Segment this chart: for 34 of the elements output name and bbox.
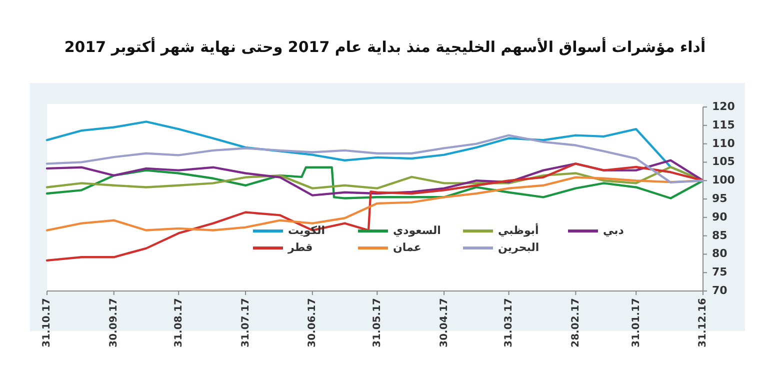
y-tick-label: 95 bbox=[712, 192, 728, 206]
y-tick-label: 110 bbox=[712, 136, 736, 150]
x-tick-label: 28.02.17 bbox=[570, 298, 582, 348]
legend-label: السعودي bbox=[393, 224, 441, 238]
legend-label: البحرين bbox=[498, 241, 540, 254]
x-tick-label: 31.03.17 bbox=[504, 298, 515, 348]
y-tick-label: 105 bbox=[712, 155, 735, 168]
legend-label: قطر bbox=[287, 241, 313, 254]
x-tick-label: 31.10.17 bbox=[42, 298, 53, 348]
legend-label: عمان bbox=[393, 241, 422, 254]
x-tick-label: 31.08.17 bbox=[173, 298, 184, 348]
y-tick-label: 85 bbox=[712, 228, 728, 242]
x-tick-label: 30.09.17 bbox=[108, 298, 120, 348]
x-tick-label: 30.06.17 bbox=[307, 298, 318, 348]
legend-label: دبي bbox=[603, 224, 624, 238]
legend-label: أبوظبي bbox=[498, 223, 539, 238]
y-tick-label: 100 bbox=[712, 174, 736, 187]
y-tick-label: 75 bbox=[712, 266, 728, 279]
y-tick-label: 115 bbox=[712, 118, 735, 132]
y-tick-label: 70 bbox=[712, 284, 728, 298]
x-tick-label: 31.05.17 bbox=[372, 298, 383, 348]
legend-label: الكويت bbox=[288, 224, 325, 238]
line-series bbox=[46, 134, 704, 184]
y-tick-label: 120 bbox=[712, 100, 736, 114]
y-tick-label: 80 bbox=[712, 247, 728, 260]
chart-title: أداء مؤشرات أسواق الأسهم الخليجية منذ بداية عام 2017 وحتى نهاية شهر أكتوبر 2017 bbox=[64, 37, 706, 56]
line-series bbox=[46, 159, 704, 196]
line-series bbox=[46, 166, 704, 200]
y-tick-label: 90 bbox=[712, 210, 728, 224]
x-tick-label: 30.04.17 bbox=[438, 298, 450, 348]
line-series bbox=[46, 162, 704, 262]
x-tick-label: 31.07.17 bbox=[240, 298, 252, 348]
x-tick-label: 31.12.16 bbox=[698, 298, 709, 348]
x-tick-label: 31.01.17 bbox=[630, 298, 642, 348]
